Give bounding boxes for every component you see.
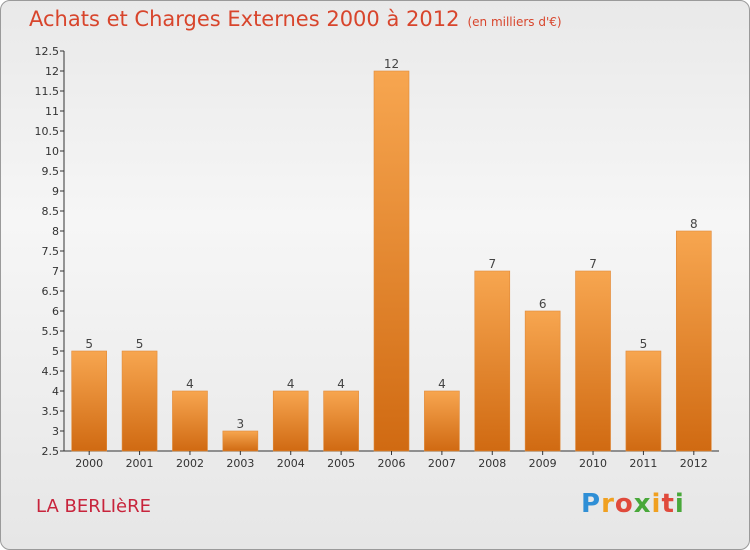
- bar-value-label-2002: 4: [186, 377, 194, 391]
- y-tick-label: 8.5: [42, 205, 60, 218]
- y-tick-label: 9: [52, 185, 59, 198]
- y-tick-label: 7: [52, 265, 59, 278]
- y-tick-label: 4: [52, 385, 59, 398]
- x-tick-label-2011: 2011: [629, 457, 657, 470]
- bar-value-label-2007: 4: [438, 377, 446, 391]
- bar-2010: [575, 270, 611, 452]
- y-tick-label: 9.5: [42, 165, 60, 178]
- x-tick-label-2006: 2006: [378, 457, 406, 470]
- x-tick-label-2001: 2001: [126, 457, 154, 470]
- x-tick-label-2005: 2005: [327, 457, 355, 470]
- x-tick-label-2000: 2000: [75, 457, 103, 470]
- y-tick-label: 3.5: [42, 405, 60, 418]
- y-tick-label: 10.5: [35, 125, 60, 138]
- y-tick-label: 10: [45, 145, 59, 158]
- proxiti-logo: Proxiti: [581, 489, 685, 519]
- y-tick-label: 6.5: [42, 285, 60, 298]
- bar-2012: [676, 230, 712, 452]
- bar-2011: [625, 350, 662, 452]
- chart-title-text: Achats et Charges Externes 2000 à 2012: [29, 7, 460, 31]
- bar-2008: [474, 270, 511, 452]
- y-tick-label: 7.5: [42, 245, 60, 258]
- bar-2005: [323, 390, 359, 452]
- y-tick-label: 11: [45, 105, 59, 118]
- bar-2004: [272, 390, 309, 452]
- bar-2002: [172, 390, 208, 452]
- y-tick-label: 2.5: [42, 445, 60, 458]
- x-tick-label-2012: 2012: [680, 457, 708, 470]
- bar-2007: [424, 390, 460, 452]
- chart-unit: (en milliers d'€): [467, 15, 562, 29]
- y-tick-label: 8: [52, 225, 59, 238]
- bar-value-label-2001: 5: [136, 337, 144, 351]
- bar-2003: [222, 430, 259, 452]
- bar-value-label-2003: 3: [237, 417, 245, 431]
- bar-value-label-2005: 4: [337, 377, 345, 391]
- x-tick-label-2008: 2008: [478, 457, 506, 470]
- x-tick-label-2007: 2007: [428, 457, 456, 470]
- bar-value-label-2000: 5: [85, 337, 93, 351]
- y-tick-label: 12.5: [35, 45, 60, 58]
- y-tick-label: 3: [52, 425, 59, 438]
- bar-value-label-2010: 7: [589, 257, 597, 271]
- chart-title: Achats et Charges Externes 2000 à 2012 (e…: [29, 7, 562, 31]
- x-tick-label-2004: 2004: [277, 457, 305, 470]
- bar-value-label-2004: 4: [287, 377, 295, 391]
- bar-value-label-2012: 8: [690, 217, 698, 231]
- bar-2000: [71, 350, 107, 452]
- x-tick-label-2002: 2002: [176, 457, 204, 470]
- bar-value-label-2011: 5: [640, 337, 648, 351]
- y-tick-label: 5.5: [42, 325, 60, 338]
- x-tick-label-2009: 2009: [529, 457, 557, 470]
- bar-2009: [524, 310, 561, 452]
- x-tick-label-2010: 2010: [579, 457, 607, 470]
- x-tick-label-2003: 2003: [226, 457, 254, 470]
- y-tick-label: 6: [52, 305, 59, 318]
- y-tick-label: 12: [45, 65, 59, 78]
- bar-value-label-2009: 6: [539, 297, 547, 311]
- y-tick-label: 11.5: [35, 85, 60, 98]
- bar-value-label-2006: 12: [384, 57, 399, 71]
- bar-2006: [373, 70, 410, 452]
- y-tick-label: 5: [52, 345, 59, 358]
- bar-2001: [121, 350, 158, 452]
- town-name: LA BERLIèRE: [36, 496, 151, 517]
- y-tick-label: 4.5: [42, 365, 60, 378]
- bar-value-label-2008: 7: [488, 257, 496, 271]
